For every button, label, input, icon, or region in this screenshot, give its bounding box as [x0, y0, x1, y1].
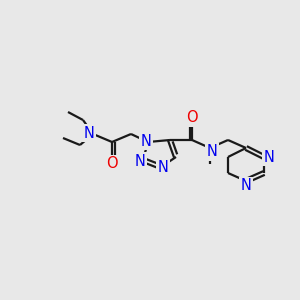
Text: N: N: [158, 160, 168, 175]
Text: N: N: [135, 154, 146, 169]
Text: N: N: [241, 178, 251, 194]
Text: N: N: [264, 149, 274, 164]
Text: N: N: [141, 134, 152, 148]
Text: N: N: [207, 145, 218, 160]
Text: O: O: [106, 157, 118, 172]
Text: N: N: [84, 125, 94, 140]
Text: O: O: [186, 110, 198, 125]
